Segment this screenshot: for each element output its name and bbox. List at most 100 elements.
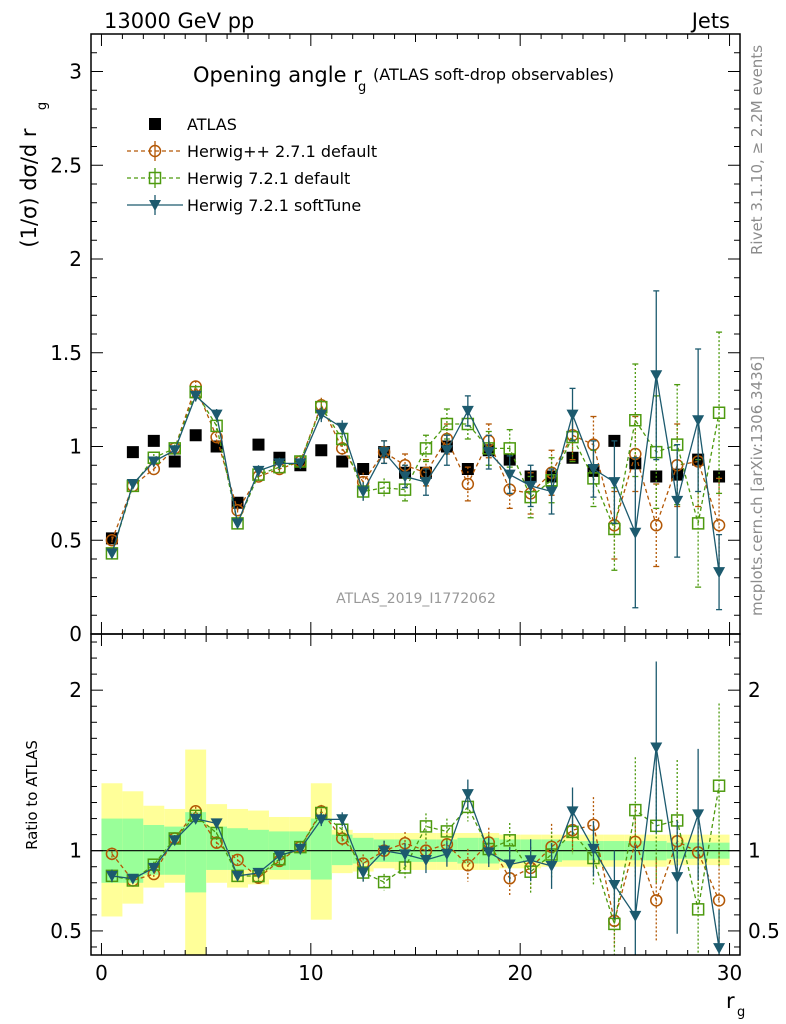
uncertainty-band-inner [248,829,269,870]
data-point [357,486,370,498]
y-tick-label: 3 [69,60,82,84]
ratio-point [147,862,160,874]
data-point [712,519,726,532]
rivet-label: Rivet 3.1.10, ≥ 2.2M events [748,45,766,255]
ratio-point [231,853,244,867]
data-point [336,422,349,434]
series-0 [105,429,726,545]
y-tick-label: 0.5 [50,528,82,552]
x-tick-label: 30 [717,961,742,985]
y-tick-label: 1.5 [50,341,82,365]
ratio-point [587,843,600,855]
data-point [335,442,349,455]
data-point [399,471,412,483]
ratio-y-tick-label: 1 [69,839,82,863]
data-point [189,429,202,442]
ratio-point [461,859,475,872]
y-tick-label: 0 [69,622,82,646]
ratio-point [461,789,474,801]
data-point [650,370,663,382]
legend-marker [148,144,162,158]
data-point [419,477,432,489]
analysis-label: ATLAS_2019_I1772062 [336,591,496,607]
ratio-point [503,859,516,871]
observable-group-label: Jets [690,9,730,33]
data-point [713,567,726,579]
data-point [273,458,286,470]
ratio-point [545,860,558,872]
y-axis-label-main-text: (1/σ) dσ/d r [17,128,41,248]
data-point [440,445,453,457]
data-point [503,442,516,455]
ratio-y-tick-label-right: 1 [748,839,761,863]
ratio-series-line [111,785,720,925]
legend-label: Herwig 7.2.1 softTune [187,196,361,215]
x-tick-label: 0 [95,961,108,985]
y-axis-ticks-ratio: 0.5 0.5 1 1 2 2 [50,641,780,948]
series-line [111,384,720,541]
ratio-point [650,894,663,907]
ratio-point [419,820,433,833]
data-point [147,434,160,447]
data-point [629,414,642,427]
y-axis-label-main-subscript: g [35,102,50,110]
data-point [691,517,705,530]
ratio-point [189,813,202,825]
data-point [378,447,391,459]
main-panel: 0 0.5 1 1.5 2 2.5 3 [50,33,741,646]
data-point [692,415,705,427]
series-3 [105,290,726,611]
ratio-y-tick-label-right: 2 [748,678,761,702]
data-point [650,519,663,532]
ratio-point [503,834,516,847]
data-point [294,458,307,470]
data-point [105,534,119,547]
ratio-point [712,779,726,792]
ratio-point [252,867,265,879]
data-point [482,447,495,459]
ratio-point [399,849,412,861]
ratio-point [335,832,349,845]
ratio-point [629,910,642,922]
legend-marker [149,118,161,130]
ratio-point [482,847,495,859]
data-point [524,480,537,492]
x-axis-label: r g [726,989,745,1020]
ratio-point [566,806,579,818]
ratio-point [691,903,705,916]
ratio-point [210,818,223,830]
legend-label: Herwig 7.2.1 default [187,169,350,188]
y-tick-label: 2.5 [50,153,82,177]
data-point [461,405,474,417]
series-line [111,390,720,554]
data-point [587,464,600,475]
ratio-point [524,855,537,867]
data-point [210,409,223,421]
legend-label: Herwig++ 2.7.1 default [187,142,377,161]
data-point [671,495,684,507]
ratio-point [713,943,726,955]
ratio-point [440,825,454,838]
ratio-point [650,742,663,754]
ratio-panel: 0 10 20 300.5 0.51 12 2 [50,34,780,985]
ratio-point [378,845,391,857]
data-point [126,446,139,459]
legend: ATLAS Herwig++ 2.7.1 default Herwig 7.2.1 … [127,115,377,215]
y-tick-label: 2 [69,247,82,271]
ratio-point [377,875,391,889]
data-point [629,527,642,539]
ratio-point [231,870,244,882]
data-point [712,406,726,419]
data-point [336,455,349,468]
data-point [147,456,160,468]
data-point [231,518,244,530]
x-axis-label-text: r [726,989,735,1013]
data-point [252,465,265,477]
ratio-point [105,847,119,861]
title-suffix: (ATLAS soft-drop observables) [373,65,614,84]
data-point [566,409,579,421]
ratio-point [105,870,118,882]
uncertainty-band-inner [185,812,207,893]
data-point [105,548,118,560]
data-point [252,438,265,451]
